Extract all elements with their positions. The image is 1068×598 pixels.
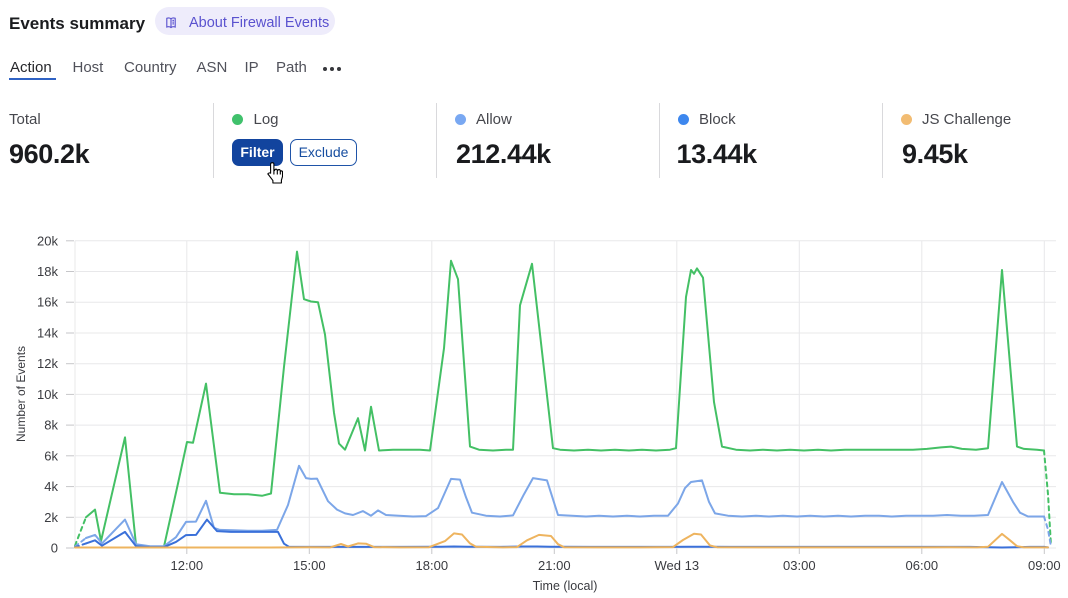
svg-text:12:00: 12:00 <box>171 558 204 573</box>
svg-text:4k: 4k <box>44 479 58 494</box>
svg-text:Wed 13: Wed 13 <box>655 558 700 573</box>
svg-text:0: 0 <box>51 541 58 556</box>
svg-text:12k: 12k <box>37 356 58 371</box>
svg-text:20k: 20k <box>37 233 58 248</box>
svg-text:2k: 2k <box>44 510 58 525</box>
svg-text:06:00: 06:00 <box>906 558 939 573</box>
svg-text:10k: 10k <box>37 387 58 402</box>
svg-text:18k: 18k <box>37 264 58 279</box>
svg-text:18:00: 18:00 <box>416 558 449 573</box>
svg-text:Number of Events: Number of Events <box>14 346 28 442</box>
svg-text:15:00: 15:00 <box>293 558 326 573</box>
svg-text:03:00: 03:00 <box>783 558 816 573</box>
svg-text:8k: 8k <box>44 418 58 433</box>
svg-text:6k: 6k <box>44 448 58 463</box>
svg-text:09:00: 09:00 <box>1028 558 1061 573</box>
svg-text:Time (local): Time (local) <box>533 579 598 593</box>
svg-text:16k: 16k <box>37 295 58 310</box>
svg-text:14k: 14k <box>37 326 58 341</box>
svg-text:21:00: 21:00 <box>538 558 571 573</box>
